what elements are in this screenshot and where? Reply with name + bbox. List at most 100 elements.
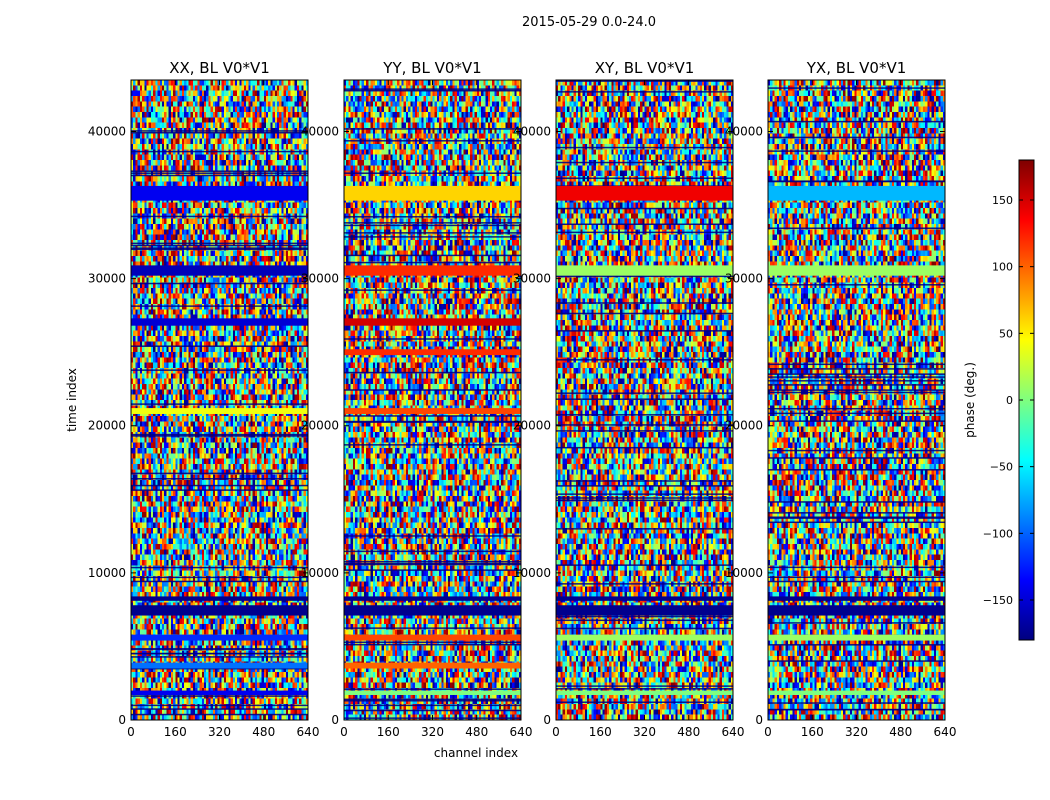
flag-line [344, 688, 521, 690]
flag-line [768, 516, 945, 518]
flag-line [131, 131, 308, 134]
flag-line [768, 580, 945, 583]
phase-band [344, 318, 521, 326]
heatmap-panel-1: YY, BL V0*V1 0 160 320 480 640 0 10000 20000 3000… [301, 59, 533, 739]
flag-line [556, 223, 733, 226]
heatmap-panel-0: XX, BL V0*V1 0 160 320 480 640 0 10000 20000 3000… [88, 59, 320, 739]
y-tick-label: 30000 [513, 272, 551, 286]
flag-line [344, 128, 521, 130]
heatmap-noise-image [344, 80, 521, 720]
phase-band [556, 265, 733, 276]
flag-line [556, 497, 733, 499]
flag-line [344, 444, 521, 446]
y-tick-label: 10000 [513, 566, 551, 580]
flag-line [556, 627, 733, 630]
flag-line [768, 702, 945, 704]
flag-line [344, 698, 521, 701]
flag-line [344, 700, 521, 702]
flag-line [768, 469, 945, 471]
flag-line [768, 576, 945, 579]
flag-line [768, 622, 945, 624]
heatmap-panels: XX, BL V0*V1 0 160 320 480 640 0 10000 20000 3000… [88, 59, 957, 739]
y-tick-label: 40000 [301, 124, 339, 138]
flag-line [556, 414, 733, 416]
flag-line [131, 478, 308, 480]
flag-line [344, 371, 521, 374]
flag-line [768, 566, 945, 569]
phase-band [556, 596, 733, 601]
flag-line [556, 91, 733, 93]
phase-band [344, 265, 521, 276]
flag-line [131, 576, 308, 579]
phase-band [131, 318, 308, 326]
phase-band [131, 265, 308, 276]
flag-line [344, 641, 521, 644]
phase-band [768, 690, 945, 695]
flag-line [131, 656, 308, 658]
flag-line [131, 433, 308, 436]
flag-line [131, 708, 308, 710]
flag-line [131, 566, 308, 569]
phase-band [556, 185, 733, 201]
flag-line [344, 289, 521, 291]
flag-line [556, 446, 733, 449]
x-tick-label: 320 [208, 725, 231, 739]
y-tick-label: 20000 [301, 419, 339, 433]
y-tick-label: 30000 [301, 272, 339, 286]
x-axis-label: channel index [434, 746, 518, 760]
heatmap-panel-3: YX, BL V0*V1 0 160 320 480 640 0 10000 20000 3000… [725, 59, 957, 739]
colorbar-tick-label: −150 [983, 594, 1013, 607]
flag-line [131, 170, 308, 172]
flag-line [768, 391, 945, 394]
x-tick-label: 640 [510, 725, 533, 739]
flag-line [556, 615, 733, 618]
flag-line [344, 222, 521, 224]
flag-line [556, 312, 733, 315]
flag-line [344, 89, 521, 92]
flag-line [768, 644, 945, 646]
y-tick-label: 0 [331, 713, 339, 727]
flag-line [131, 282, 308, 285]
colorbar: 150 100 50 0 −50 −100 −150 [983, 159, 1035, 641]
x-tick-label: 160 [801, 725, 824, 739]
flag-line [344, 569, 521, 571]
flag-line [556, 528, 733, 530]
colorbar-tick-label: −50 [990, 461, 1013, 474]
flag-line [344, 627, 521, 629]
flag-line [131, 244, 308, 247]
y-tick-label: 30000 [88, 272, 126, 286]
flag-line [131, 489, 308, 491]
colorbar-label: phase (deg.) [963, 362, 977, 438]
flag-line [768, 368, 945, 370]
flag-line [556, 231, 733, 234]
flag-line [131, 174, 308, 177]
colorbar-tick-label: −100 [983, 527, 1013, 540]
flag-line [556, 430, 733, 432]
flag-line [556, 146, 733, 149]
phase-band [131, 634, 308, 641]
flag-line [768, 136, 945, 139]
y-tick-label: 20000 [513, 419, 551, 433]
panel-title: XY, BL V0*V1 [595, 59, 695, 77]
x-tick-label: 160 [164, 725, 187, 739]
flag-line [556, 330, 733, 332]
x-tick-label: 0 [764, 725, 772, 739]
y-tick-label: 10000 [725, 566, 763, 580]
flag-line [556, 701, 733, 703]
flag-line [556, 398, 733, 400]
flag-line [131, 215, 308, 218]
y-tick-label: 40000 [88, 124, 126, 138]
flag-line [556, 161, 733, 164]
flag-line [131, 713, 308, 716]
x-tick-label: 160 [377, 725, 400, 739]
heatmap-noise-image [768, 80, 945, 720]
flag-line [344, 232, 521, 234]
x-tick-label: 0 [340, 725, 348, 739]
flag-line [344, 261, 521, 264]
flag-line [344, 420, 521, 423]
flag-line [768, 660, 945, 662]
flag-line [768, 512, 945, 514]
flag-line [344, 415, 521, 417]
panel-title: XX, BL V0*V1 [169, 59, 270, 77]
flag-line [768, 501, 945, 503]
